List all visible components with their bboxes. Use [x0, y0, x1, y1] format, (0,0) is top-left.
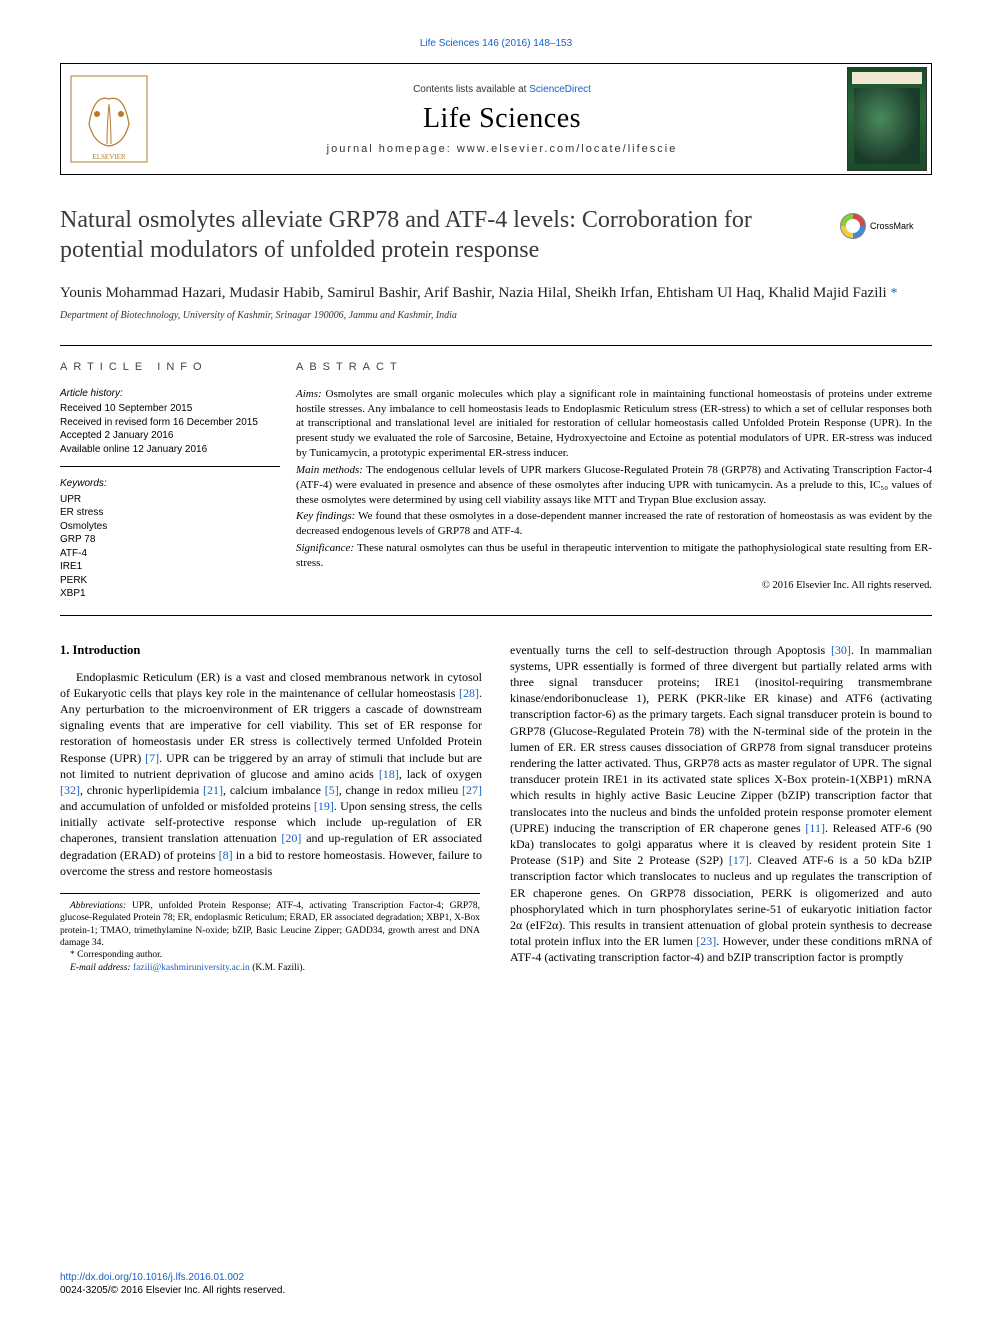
text: , calcium imbalance [223, 783, 325, 797]
svg-text:ELSEVIER: ELSEVIER [92, 153, 125, 161]
ref-link[interactable]: [30] [831, 643, 851, 657]
ref-link[interactable]: [23] [696, 934, 716, 948]
homepage-url[interactable]: www.elsevier.com/locate/lifescie [457, 143, 678, 155]
header-citation: Life Sciences 146 (2016) 148–153 [60, 38, 932, 49]
abstract: abstract Aims: Osmolytes are small organ… [296, 346, 932, 615]
masthead-center: Contents lists available at ScienceDirec… [157, 64, 847, 174]
ref-link[interactable]: [19] [314, 799, 334, 813]
footnotes: Abbreviations: UPR, unfolded Protein Res… [60, 893, 480, 974]
abstract-copyright: © 2016 Elsevier Inc. All rights reserved… [296, 579, 932, 593]
homepage-prefix: journal homepage: [327, 143, 457, 155]
email-label: E-mail address: [70, 963, 133, 973]
methods-label: Main methods: [296, 464, 363, 476]
intro-paragraph: Endoplasmic Reticulum (ER) is a vast and… [60, 669, 482, 879]
text: and accumulation of unfolded or misfolde… [60, 799, 314, 813]
info-abstract-row: article info Article history: Received 1… [60, 345, 932, 616]
history-label: Article history: [60, 387, 280, 401]
crossmark-icon [840, 213, 866, 239]
title-block: Natural osmolytes alleviate GRP78 and AT… [60, 205, 932, 265]
keyword-item: ATF-4 [60, 547, 280, 561]
intro-heading: 1. Introduction [60, 642, 482, 659]
keyword-item: ER stress [60, 506, 280, 520]
text: eventually turns the cell to self-destru… [510, 643, 831, 657]
history-online: Available online 12 January 2016 [60, 443, 280, 457]
crossmark-label: CrossMark [870, 221, 914, 231]
history-accepted: Accepted 2 January 2016 [60, 429, 280, 443]
ref-link[interactable]: [5] [325, 783, 339, 797]
methods-text: The endogenous cellular levels of UPR ma… [296, 464, 932, 506]
sciencedirect-link[interactable]: ScienceDirect [529, 84, 591, 95]
keywords: Keywords: UPR ER stress Osmolytes GRP 78… [60, 477, 280, 601]
text: Endoplasmic Reticulum (ER) is a vast and… [60, 670, 482, 700]
history-received: Received 10 September 2015 [60, 402, 280, 416]
journal-name: Life Sciences [157, 103, 847, 135]
article-title: Natural osmolytes alleviate GRP78 and AT… [60, 205, 932, 265]
significance-text: These natural osmolytes can thus be usef… [296, 542, 932, 569]
keyword-item: GRP 78 [60, 533, 280, 547]
text: , change in redox milieu [339, 783, 462, 797]
contents-prefix: Contents lists available at [413, 84, 529, 95]
text: . In mammalian systems, UPR essentially … [510, 643, 932, 835]
ref-link[interactable]: [7] [145, 751, 159, 765]
ref-link[interactable]: [8] [219, 848, 233, 862]
email-link[interactable]: fazili@kashmiruniversity.ac.in [133, 963, 250, 973]
text: , lack of oxygen [399, 767, 482, 781]
keyword-item: IRE1 [60, 560, 280, 574]
text: , chronic hyperlipidemia [80, 783, 203, 797]
abstract-methods: Main methods: The endogenous cellular le… [296, 463, 932, 508]
significance-label: Significance: [296, 542, 354, 554]
author-list: Younis Mohammad Hazari, Mudasir Habib, S… [60, 285, 890, 301]
corresponding-star-icon: * [890, 286, 897, 301]
contents-line: Contents lists available at ScienceDirec… [157, 84, 847, 95]
ref-link[interactable]: [20] [281, 831, 301, 845]
ref-link[interactable]: [21] [203, 783, 223, 797]
keyword-item: XBP1 [60, 587, 280, 601]
doi-link[interactable]: http://dx.doi.org/10.1016/j.lfs.2016.01.… [60, 1272, 244, 1283]
abbrev-label: Abbreviations: [70, 901, 126, 911]
abstract-aims: Aims: Osmolytes are small organic molecu… [296, 387, 932, 461]
column-right: eventually turns the cell to self-destru… [510, 642, 932, 974]
article-info: article info Article history: Received 1… [60, 346, 296, 615]
email-suffix: (K.M. Fazili). [250, 963, 305, 973]
corr-text: Corresponding author. [77, 950, 162, 960]
homepage-line: journal homepage: www.elsevier.com/locat… [157, 143, 847, 155]
ref-link[interactable]: [11] [805, 821, 825, 835]
abstract-findings: Key findings: We found that these osmoly… [296, 509, 932, 539]
affiliation: Department of Biotechnology, University … [60, 310, 932, 321]
intro-paragraph-cont: eventually turns the cell to self-destru… [510, 642, 932, 966]
issn-copyright: 0024-3205/© 2016 Elsevier Inc. All right… [60, 1285, 285, 1296]
ref-link[interactable]: [27] [462, 783, 482, 797]
findings-text: We found that these osmolytes in a dose-… [296, 510, 932, 537]
masthead: ELSEVIER Contents lists available at Sci… [60, 63, 932, 175]
corresponding-note: * Corresponding author. [60, 949, 480, 961]
ref-link[interactable]: [17] [729, 853, 749, 867]
abstract-heading: abstract [296, 360, 932, 375]
abbreviations: Abbreviations: UPR, unfolded Protein Res… [60, 900, 480, 949]
crossmark-badge[interactable]: CrossMark [840, 211, 932, 241]
keywords-label: Keywords: [60, 477, 280, 491]
ref-link[interactable]: [18] [379, 767, 399, 781]
keyword-item: UPR [60, 493, 280, 507]
article-history: Article history: Received 10 September 2… [60, 387, 280, 468]
column-left: 1. Introduction Endoplasmic Reticulum (E… [60, 642, 482, 974]
elsevier-logo: ELSEVIER [61, 64, 157, 174]
ref-link[interactable]: [28] [459, 686, 479, 700]
journal-cover-thumbnail [847, 67, 927, 171]
body-columns: 1. Introduction Endoplasmic Reticulum (E… [60, 642, 932, 974]
email-note: E-mail address: fazili@kashmiruniversity… [60, 962, 480, 974]
history-revised: Received in revised form 16 December 201… [60, 416, 280, 430]
ref-link[interactable]: [32] [60, 783, 80, 797]
keyword-item: Osmolytes [60, 520, 280, 534]
aims-label: Aims: [296, 388, 322, 400]
findings-label: Key findings: [296, 510, 355, 522]
keyword-item: PERK [60, 574, 280, 588]
page-footer: http://dx.doi.org/10.1016/j.lfs.2016.01.… [60, 1271, 285, 1297]
aims-text: Osmolytes are small organic molecules wh… [296, 388, 932, 459]
abstract-significance: Significance: These natural osmolytes ca… [296, 541, 932, 571]
article-info-heading: article info [60, 360, 280, 375]
authors: Younis Mohammad Hazari, Mudasir Habib, S… [60, 283, 932, 304]
